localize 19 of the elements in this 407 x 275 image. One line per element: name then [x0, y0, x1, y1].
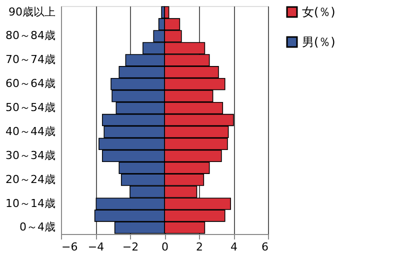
y-tick-label: 90歳以上	[8, 5, 56, 18]
legend-label: 男(％)	[302, 35, 336, 49]
y-tick-label: 20～24歳	[6, 172, 56, 186]
y-tick-label: 50～54歳	[6, 101, 56, 114]
x-tick-label: 6	[262, 240, 268, 254]
x-tick-label: −4	[88, 240, 104, 254]
legend-label: 女(％)	[302, 5, 336, 19]
y-tick-label: 60～64歳	[6, 77, 56, 90]
x-tick-label: −2	[122, 240, 139, 254]
y-tick-label: 40～44歳	[6, 124, 56, 138]
x-tick-label: 2	[196, 240, 203, 254]
x-tick-label: 4	[230, 240, 238, 254]
y-tick-label: 30～34歳	[6, 148, 56, 162]
x-tick-label: 0	[162, 240, 168, 254]
y-tick-label: 70～74歳	[6, 53, 56, 66]
y-tick-label: 0～4歳	[20, 220, 56, 234]
x-tick-label: −6	[62, 240, 78, 254]
y-tick-label: 80～84歳	[6, 29, 56, 42]
y-tick-label: 10～14歳	[6, 196, 56, 210]
